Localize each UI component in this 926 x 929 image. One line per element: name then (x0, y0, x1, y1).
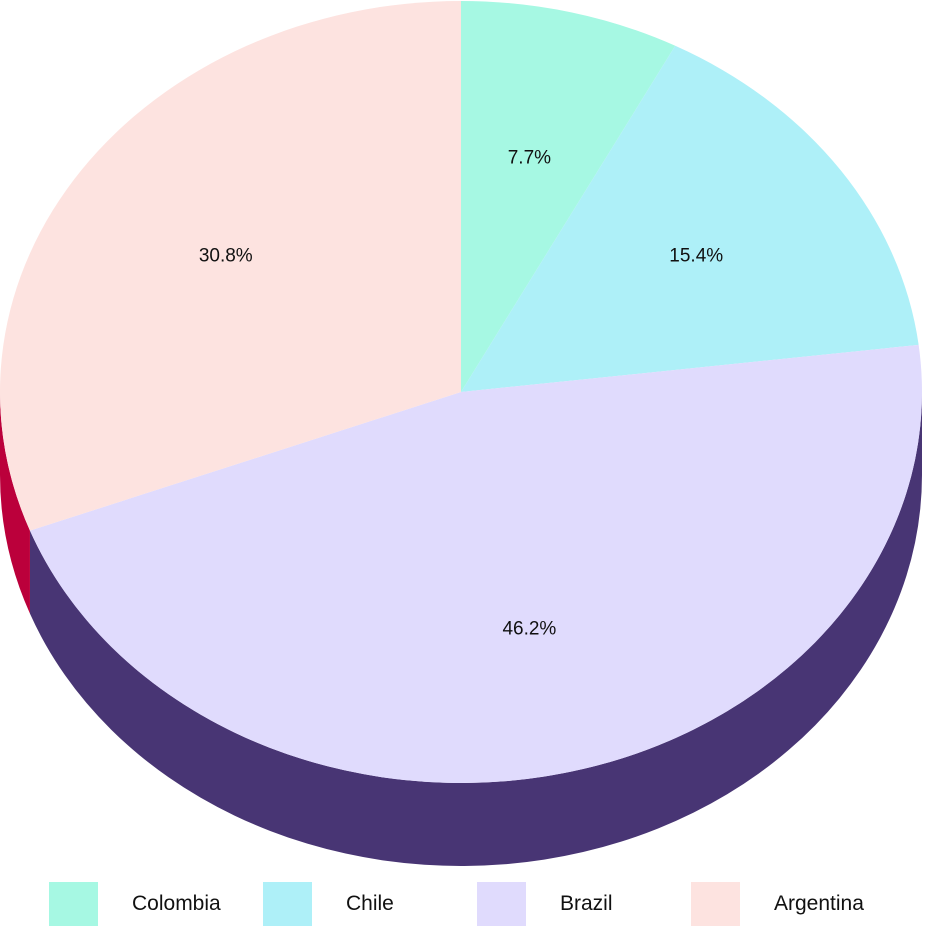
slice-argentina[interactable] (0, 1, 461, 531)
slice-brazil[interactable] (29, 344, 923, 784)
slice-label-colombia: 7.7% (508, 148, 551, 169)
legend-item-chile[interactable]: Chile (263, 882, 394, 926)
slice-colombia[interactable] (461, 1, 676, 392)
legend: Colombia Chile Brazil Argentina (49, 882, 864, 926)
slice-label-chile: 15.4% (669, 245, 723, 266)
legend-label-colombia: Colombia (132, 892, 221, 915)
legend-label-chile: Chile (346, 892, 394, 915)
legend-swatch-chile (263, 882, 312, 926)
pie-slices (0, 1, 923, 784)
legend-label-brazil: Brazil (560, 892, 613, 915)
pie-labels: 7.7% 15.4% 46.2% 30.8% (199, 148, 723, 640)
legend-item-colombia[interactable]: Colombia (49, 882, 221, 926)
legend-item-argentina[interactable]: Argentina (691, 882, 864, 926)
legend-label-argentina: Argentina (774, 892, 864, 915)
pie-depth (0, 392, 922, 866)
legend-item-brazil[interactable]: Brazil (477, 882, 613, 926)
slice-label-brazil: 46.2% (502, 618, 556, 639)
slice-chile[interactable] (461, 45, 919, 393)
legend-swatch-argentina (691, 882, 740, 926)
slice-label-argentina: 30.8% (199, 245, 253, 266)
legend-swatch-colombia (49, 882, 98, 926)
slice-side-brazil (29, 392, 922, 866)
slice-side-argentina (0, 392, 30, 614)
legend-swatch-brazil (477, 882, 526, 926)
